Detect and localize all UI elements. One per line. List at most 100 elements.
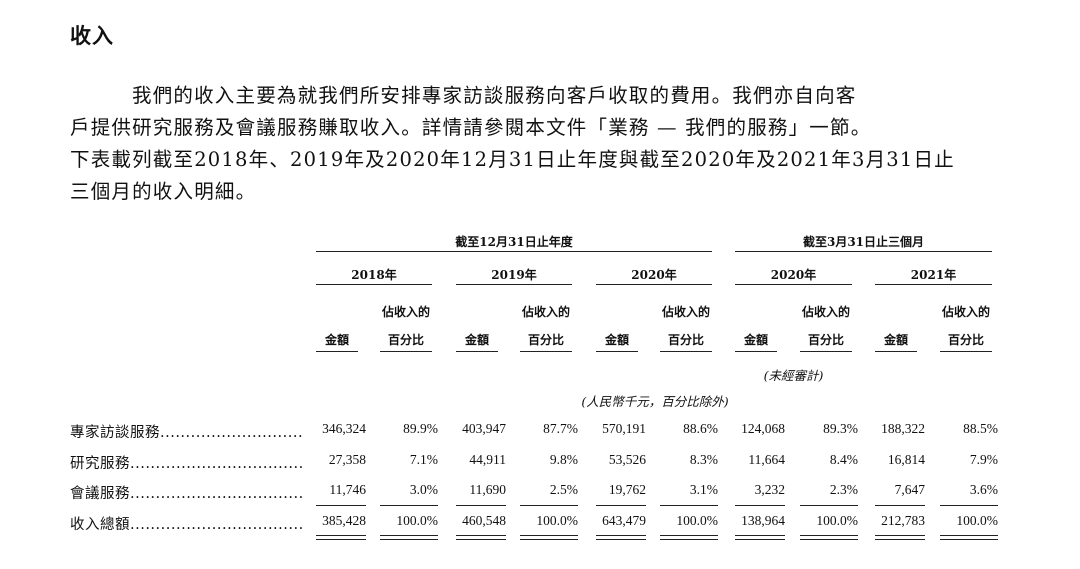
double-rule: [875, 535, 925, 540]
rule: [940, 505, 998, 506]
cell: 3,232: [754, 482, 785, 497]
double-rule: [735, 535, 785, 540]
cell: 570,191: [602, 421, 646, 436]
double-rule: [316, 535, 366, 540]
paragraph-line: 我們的收入主要為就我們所安排專家訪談服務向客戶收取的費用。我們亦自向客: [132, 84, 857, 107]
cell: 11,664: [748, 452, 785, 467]
cell: 88.6%: [683, 421, 718, 436]
row-label: 專家訪談服務............................: [70, 425, 304, 441]
rule: [875, 351, 917, 352]
row-label: 研究服務..................................: [70, 456, 304, 472]
rule: [380, 505, 438, 506]
rule: [456, 284, 572, 285]
cell: 89.9%: [403, 421, 438, 436]
cell: 138,964: [741, 513, 785, 528]
col-header-pct: 佔收入的: [381, 305, 430, 319]
cell: 89.3%: [823, 421, 858, 436]
cell: 8.4%: [829, 452, 858, 467]
year-header: 2021年: [910, 268, 957, 282]
rule: [520, 351, 572, 352]
cell: 100.0%: [676, 513, 718, 528]
year-header: 2019年: [491, 268, 537, 282]
cell: 11,746: [329, 482, 366, 497]
rule: [316, 351, 358, 352]
rule: [316, 251, 712, 252]
double-rule: [660, 535, 718, 540]
rule: [596, 505, 646, 506]
section-heading: 收入: [70, 23, 114, 48]
group-header-annual: 截至12月31日止年度: [455, 235, 573, 249]
rule: [800, 351, 852, 352]
rule: [875, 284, 992, 285]
paragraph-line: 三個月的收入明細。: [70, 180, 257, 203]
rule: [735, 351, 777, 352]
cell: 3.6%: [969, 482, 998, 497]
cell: 346,324: [322, 421, 366, 436]
cell: 88.5%: [963, 421, 998, 436]
rule: [735, 505, 785, 506]
cell: 27,358: [328, 452, 366, 467]
col-header-amount: 金額: [743, 333, 768, 347]
cell: 87.7%: [543, 421, 578, 436]
double-rule: [596, 535, 646, 540]
cell: 9.8%: [549, 452, 578, 467]
col-header-pct: 佔收入的: [941, 305, 990, 319]
cell: 212,783: [881, 513, 925, 528]
col-header-pct: 百分比: [807, 333, 844, 347]
cell: 460,548: [462, 513, 506, 528]
rule: [660, 505, 718, 506]
cell: 2.5%: [549, 482, 578, 497]
intro-paragraph: 我們的收入主要為就我們所安排專家訪談服務向客戶收取的費用。我們亦自向客 戶提供研…: [70, 80, 1010, 208]
double-rule: [800, 535, 858, 540]
col-header-pct: 佔收入的: [521, 305, 570, 319]
cell: 19,762: [608, 482, 646, 497]
col-header-amount: 金額: [883, 333, 908, 347]
col-header-pct: 百分比: [527, 333, 564, 347]
cell: 11,690: [469, 482, 506, 497]
rule: [940, 351, 992, 352]
group-header-quarter: 截至3月31日止三個月: [802, 235, 925, 249]
year-header: 2020年: [631, 268, 677, 282]
cell: 100.0%: [956, 513, 998, 528]
cell: 385,428: [322, 513, 366, 528]
paragraph-line: 戶提供研究服務及會議服務賺取收入。詳情請參閱本文件「業務 — 我們的服務」一節。: [70, 116, 872, 139]
double-rule: [380, 535, 438, 540]
cell: 188,322: [881, 421, 925, 436]
double-rule: [520, 535, 578, 540]
cell: 3.1%: [689, 482, 718, 497]
year-header: 2020年: [770, 268, 817, 282]
cell: 16,814: [887, 452, 925, 467]
cell: 7.9%: [969, 452, 998, 467]
cell: 2.3%: [829, 482, 858, 497]
unit-note: (人民幣千元，百分比除外): [581, 394, 729, 409]
rule: [596, 284, 712, 285]
cell: 403,947: [462, 421, 506, 436]
col-header-pct: 百分比: [387, 333, 424, 347]
row-label: 會議服務..................................: [70, 486, 304, 502]
rule: [735, 284, 852, 285]
col-header-amount: 金額: [324, 333, 349, 347]
rule: [735, 251, 992, 252]
cell: 100.0%: [536, 513, 578, 528]
rule: [875, 505, 925, 506]
cell: 3.0%: [409, 482, 438, 497]
year-header: 2018年: [351, 268, 397, 282]
row-label: 收入總額..................................: [70, 517, 304, 533]
cell: 124,068: [741, 421, 785, 436]
rule: [456, 351, 498, 352]
double-rule: [456, 535, 506, 540]
cell: 100.0%: [816, 513, 858, 528]
rule: [520, 505, 578, 506]
cell: 8.3%: [689, 452, 718, 467]
cell: 53,526: [608, 452, 646, 467]
col-header-amount: 金額: [604, 333, 629, 347]
rule: [660, 351, 712, 352]
col-header-pct: 佔收入的: [801, 305, 850, 319]
cell: 100.0%: [396, 513, 438, 528]
paragraph-line: 下表載列截至2018年、2019年及2020年12月31日止年度與截至2020年…: [70, 148, 955, 171]
unaudited-note: (未經審計): [763, 368, 824, 383]
rule: [380, 351, 432, 352]
rule: [316, 284, 432, 285]
rule: [596, 351, 638, 352]
